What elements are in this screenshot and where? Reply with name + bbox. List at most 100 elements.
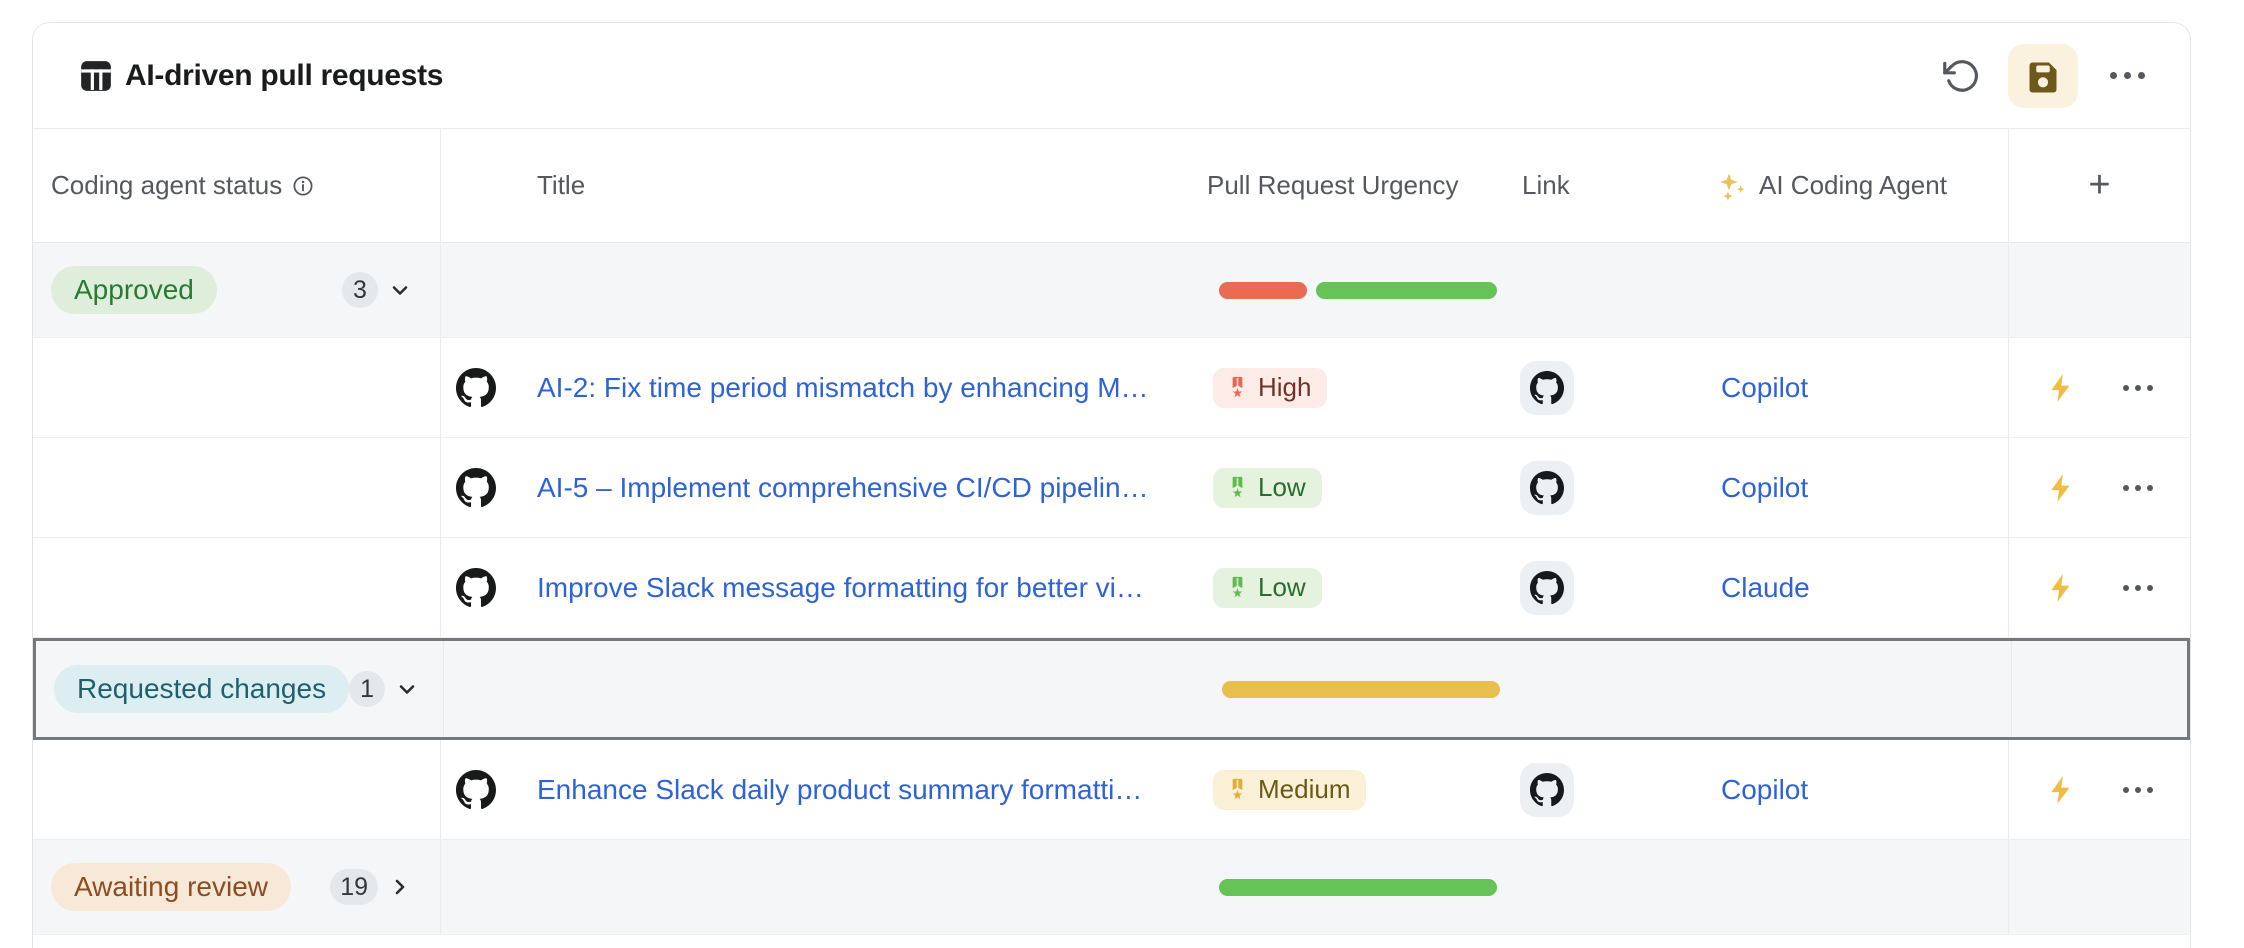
row-status-cell[interactable] xyxy=(33,538,441,637)
github-icon xyxy=(456,769,496,809)
table-row[interactable]: Enhance Slack daily product summary form… xyxy=(33,740,2190,840)
run-automation-button[interactable] xyxy=(2045,572,2077,604)
more-icon xyxy=(2109,72,2145,79)
urgency-bar xyxy=(1316,281,1497,299)
run-automation-button[interactable] xyxy=(2045,472,2077,504)
row-agent-cell[interactable]: Copilot xyxy=(1701,740,2008,839)
row-agent-cell[interactable]: Copilot xyxy=(1701,438,2008,537)
column-header-link[interactable]: Link xyxy=(1506,129,1701,242)
github-icon xyxy=(456,467,496,507)
row-agent-cell[interactable]: Copilot xyxy=(1701,338,2008,437)
toolbar xyxy=(1936,43,2150,108)
row-title-cell[interactable]: Enhance Slack daily product summary form… xyxy=(441,740,1191,839)
table-row[interactable]: AI-5 – Implement comprehensive CI/CD pip… xyxy=(33,438,2190,538)
row-more-button[interactable] xyxy=(2123,484,2153,491)
agent-link[interactable]: Claude xyxy=(1721,571,1810,603)
group-agent-cell xyxy=(1704,641,2011,737)
row-link-cell[interactable] xyxy=(1506,538,1701,637)
row-actions-cell xyxy=(2008,438,2190,537)
group-title-cell xyxy=(441,243,1191,337)
github-link-button[interactable] xyxy=(1520,560,1574,615)
row-status-cell[interactable] xyxy=(33,338,441,437)
row-link-cell[interactable] xyxy=(1506,438,1701,537)
urgency-badge[interactable]: Medium xyxy=(1213,769,1367,810)
group-row[interactable]: Approved 3 xyxy=(33,243,2190,338)
more-options-button[interactable] xyxy=(2104,53,2150,99)
column-header-status[interactable]: Coding agent status xyxy=(33,129,441,242)
row-link-cell[interactable] xyxy=(1506,338,1701,437)
add-column-button[interactable]: + xyxy=(2008,129,2190,242)
group-status-badge[interactable]: Approved xyxy=(51,266,217,314)
column-header-agent[interactable]: AI Coding Agent xyxy=(1701,129,2008,242)
github-link-button[interactable] xyxy=(1520,460,1574,515)
row-status-cell[interactable] xyxy=(33,438,441,537)
urgency-label: Medium xyxy=(1258,774,1351,804)
urgency-summary-bars xyxy=(1219,281,1497,299)
group-plus-cell xyxy=(2008,840,2190,934)
urgency-medal-icon xyxy=(1232,476,1243,498)
row-agent-cell[interactable]: Claude xyxy=(1701,538,2008,637)
group-status-badge[interactable]: Requested changes xyxy=(54,665,350,713)
urgency-badge[interactable]: Low xyxy=(1213,567,1322,608)
save-button[interactable] xyxy=(2008,43,2078,108)
run-automation-button[interactable] xyxy=(2045,774,2077,806)
plus-icon: + xyxy=(2088,164,2111,206)
urgency-medal-icon xyxy=(1232,778,1243,800)
agent-link[interactable]: Copilot xyxy=(1721,371,1809,403)
group-count-badge: 3 xyxy=(342,272,378,308)
group-agent-cell xyxy=(1701,243,2008,337)
column-label: Link xyxy=(1522,170,1570,200)
chevron-down-icon[interactable] xyxy=(388,278,412,302)
group-plus-cell xyxy=(2008,243,2190,337)
info-icon[interactable] xyxy=(292,175,314,197)
chevron-down-icon[interactable] xyxy=(395,677,419,701)
run-automation-button[interactable] xyxy=(2045,372,2077,404)
column-header-urgency[interactable]: Pull Request Urgency xyxy=(1191,129,1506,242)
row-link-cell[interactable] xyxy=(1506,740,1701,839)
group-row[interactable]: Requested changes 1 xyxy=(33,638,2190,740)
row-more-button[interactable] xyxy=(2123,584,2153,591)
row-title-link[interactable]: AI-2: Fix time period mismatch by enhanc… xyxy=(537,371,1149,403)
group-status-cell[interactable]: Awaiting review 19 xyxy=(33,840,441,934)
undo-button[interactable] xyxy=(1936,53,1982,99)
row-more-button[interactable] xyxy=(2123,384,2153,391)
group-link-cell xyxy=(1506,840,1701,934)
github-link-button[interactable] xyxy=(1520,762,1574,817)
row-urgency-cell[interactable]: Low xyxy=(1191,538,1506,637)
row-title-cell[interactable]: AI-2: Fix time period mismatch by enhanc… xyxy=(441,338,1191,437)
lightning-icon xyxy=(2051,373,2070,402)
column-header-title[interactable]: Title xyxy=(441,129,1191,242)
urgency-badge[interactable]: Low xyxy=(1213,467,1322,508)
row-urgency-cell[interactable]: High xyxy=(1191,338,1506,437)
agent-link[interactable]: Copilot xyxy=(1721,471,1809,503)
row-actions-cell xyxy=(2008,740,2190,839)
table-row[interactable]: AI-2: Fix time period mismatch by enhanc… xyxy=(33,338,2190,438)
group-urgency-cell xyxy=(1191,243,1506,337)
row-status-cell[interactable] xyxy=(33,740,441,839)
table-row[interactable]: Improve Slack message formatting for bet… xyxy=(33,538,2190,638)
github-icon xyxy=(456,567,496,607)
github-link-button[interactable] xyxy=(1520,360,1574,415)
urgency-bar xyxy=(1222,680,1500,698)
group-urgency-cell xyxy=(1194,641,1509,737)
group-row[interactable]: Awaiting review 19 xyxy=(33,840,2190,935)
row-title-cell[interactable]: AI-5 – Implement comprehensive CI/CD pip… xyxy=(441,438,1191,537)
group-status-badge[interactable]: Awaiting review xyxy=(51,863,292,911)
row-actions-cell xyxy=(2008,338,2190,437)
group-status-cell[interactable]: Approved 3 xyxy=(33,243,441,337)
group-status-cell[interactable]: Requested changes 1 xyxy=(36,641,444,737)
row-urgency-cell[interactable]: Low xyxy=(1191,438,1506,537)
github-icon xyxy=(1530,370,1564,404)
agent-link[interactable]: Copilot xyxy=(1721,773,1809,805)
row-title-cell[interactable]: Improve Slack message formatting for bet… xyxy=(441,538,1191,637)
urgency-badge[interactable]: High xyxy=(1213,367,1328,408)
urgency-bar xyxy=(1219,878,1497,896)
row-title-link[interactable]: Improve Slack message formatting for bet… xyxy=(537,571,1144,603)
row-more-button[interactable] xyxy=(2123,786,2153,793)
chevron-right-icon[interactable] xyxy=(388,875,412,899)
lightning-icon xyxy=(2051,473,2070,502)
group-title-cell xyxy=(441,840,1191,934)
row-title-link[interactable]: AI-5 – Implement comprehensive CI/CD pip… xyxy=(537,471,1149,503)
row-title-link[interactable]: Enhance Slack daily product summary form… xyxy=(537,773,1143,805)
row-urgency-cell[interactable]: Medium xyxy=(1191,740,1506,839)
